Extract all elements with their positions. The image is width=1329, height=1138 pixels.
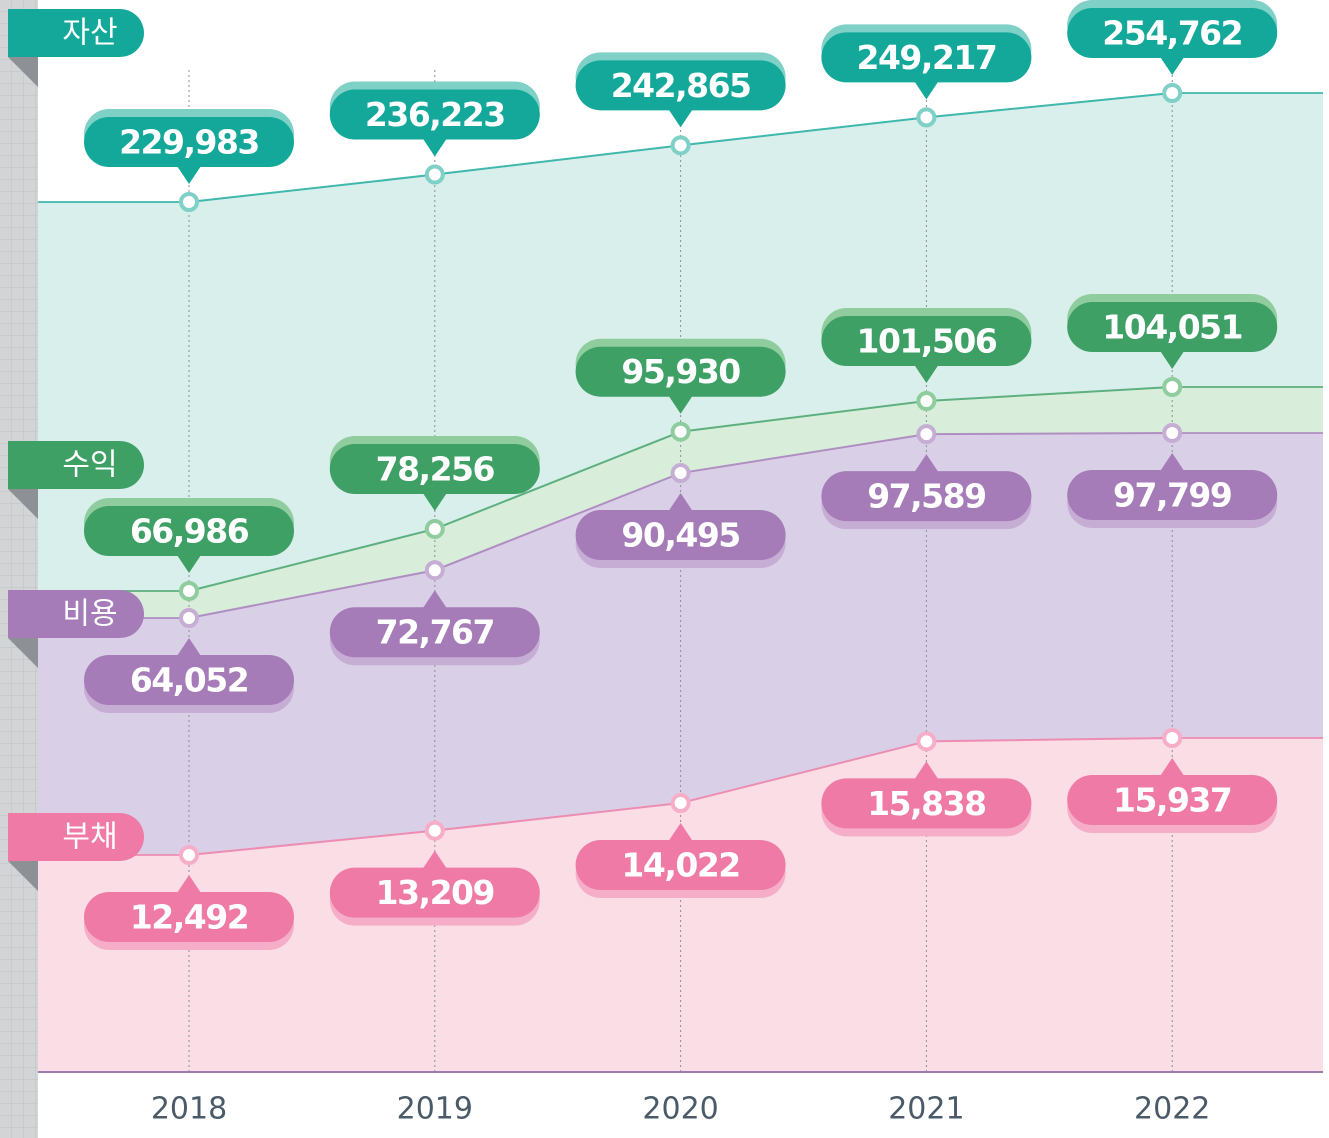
side-strip [0, 0, 38, 1138]
bubble-pointer [177, 166, 201, 184]
point [670, 135, 691, 156]
bubble-pointer [422, 138, 447, 157]
tab-fold [8, 638, 38, 668]
legend-label: 자산 [62, 16, 117, 51]
tab-fold [8, 861, 38, 891]
point [179, 581, 199, 601]
x-tick-label: 2019 [397, 1092, 473, 1127]
value-label: 66,986 [130, 512, 249, 551]
bubble-pointer [914, 81, 939, 100]
bubble [821, 316, 1032, 367]
bubble-pointer [1160, 351, 1185, 369]
x-tick-label: 2022 [1134, 1092, 1210, 1127]
bubble-pointer [668, 109, 693, 128]
point [670, 421, 691, 442]
bubble [575, 60, 786, 111]
tab-fold [8, 57, 38, 87]
bubble-pointer [1160, 57, 1185, 75]
x-tick-label: 2020 [642, 1092, 718, 1127]
point [670, 463, 691, 484]
bubble-pointer [422, 850, 447, 869]
point [1162, 728, 1183, 748]
point [916, 391, 937, 412]
value-label: 254,762 [1102, 14, 1242, 53]
bubble-pointer [177, 638, 201, 656]
bubble [575, 510, 786, 561]
value-label: 95,930 [621, 352, 740, 391]
point [916, 424, 937, 445]
bubble-pointer [177, 875, 201, 893]
point [179, 845, 199, 865]
x-tick-label: 2021 [888, 1092, 964, 1127]
value-label: 78,256 [376, 449, 495, 488]
value-label: 104,051 [1102, 308, 1242, 347]
value-label: 97,589 [867, 477, 985, 516]
bubble-pointer [668, 823, 693, 842]
bubble [84, 506, 294, 556]
bubble [1067, 302, 1278, 352]
point [424, 518, 445, 539]
bubble-pointer [914, 761, 939, 780]
value-label: 236,223 [365, 95, 505, 134]
bubble [329, 443, 540, 494]
point [424, 560, 445, 581]
legend-label: 비용 [62, 597, 117, 632]
value-label: 97,799 [1113, 476, 1231, 515]
point [1162, 377, 1183, 397]
bubble-pointer [914, 454, 939, 473]
value-label: 249,217 [856, 38, 996, 77]
bubble [821, 471, 1032, 522]
value-label: 15,838 [867, 784, 985, 823]
bubble [1067, 775, 1278, 825]
bubble-pointer [177, 555, 201, 573]
bubble [575, 840, 786, 891]
point [179, 192, 199, 212]
value-label: 12,492 [130, 898, 248, 937]
point [179, 608, 199, 628]
bubble-pointer [668, 493, 693, 512]
bubble [84, 655, 294, 705]
legend-tab [8, 9, 144, 57]
legend-label: 수익 [62, 448, 117, 483]
point [424, 164, 445, 185]
bubble [575, 346, 786, 397]
bubble-pointer [422, 590, 447, 609]
bubble [1067, 470, 1278, 520]
bubble-pointer [1160, 758, 1185, 776]
legend-tab [8, 590, 144, 638]
x-tick-label: 2018 [151, 1092, 227, 1127]
bubble [329, 867, 540, 918]
tab-fold [8, 489, 38, 519]
point [916, 107, 937, 128]
value-label: 229,983 [119, 123, 259, 162]
bubble [1067, 8, 1278, 58]
value-label: 15,937 [1113, 781, 1231, 820]
point [1162, 83, 1183, 103]
bubble-pointer [422, 492, 447, 511]
bubble [84, 117, 294, 167]
bubble [329, 89, 540, 140]
bubble [329, 607, 540, 658]
bubble [84, 892, 294, 942]
point [1162, 423, 1183, 443]
value-label: 242,865 [611, 66, 751, 105]
bubble-pointer [914, 365, 939, 384]
bubble [821, 778, 1032, 829]
point [670, 793, 691, 814]
legend-tab [8, 813, 144, 861]
legend-tab [8, 441, 144, 489]
bubble-pointer [668, 395, 693, 414]
bubble [821, 32, 1032, 83]
point [916, 731, 937, 752]
value-label: 14,022 [621, 846, 739, 885]
value-label: 64,052 [130, 661, 248, 700]
value-label: 13,209 [376, 873, 494, 912]
legend-label: 부채 [62, 820, 117, 855]
value-label: 101,506 [856, 322, 996, 361]
point [424, 820, 445, 841]
bubble-pointer [1160, 453, 1185, 471]
value-label: 90,495 [621, 516, 739, 555]
value-label: 72,767 [376, 613, 494, 652]
